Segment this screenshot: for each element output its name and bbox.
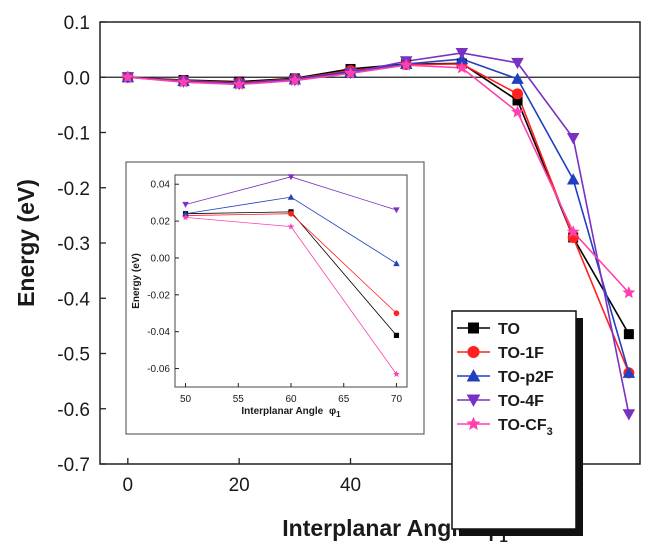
inset-y-tick-label: -0.04 xyxy=(147,327,170,338)
main-data-point-to-p2f xyxy=(566,173,580,185)
inset-x-axis-title: Interplanar Angle φ1 xyxy=(241,406,341,419)
legend-label: TO-1F xyxy=(498,345,544,362)
inset-data-point-to-cf3 xyxy=(393,370,400,377)
legend-label: TO-p2F xyxy=(498,369,554,386)
inset-data-point-to-4f xyxy=(182,201,189,208)
inset-y-tick-label: 0.00 xyxy=(151,253,171,264)
main-data-point-to xyxy=(512,95,523,106)
main-y-tick-label: -0.1 xyxy=(57,124,90,145)
main-y-tick-label: -0.2 xyxy=(57,179,90,200)
legend-marker-to-4f xyxy=(466,394,481,407)
legend-marker-to-p2f xyxy=(466,369,481,382)
inset-x-tick-label: 70 xyxy=(391,394,403,405)
legend-marker-to-1f xyxy=(467,345,480,359)
inset-x-tick-label: 60 xyxy=(285,394,297,405)
inset-background xyxy=(125,161,425,435)
main-data-point-to-cf xyxy=(566,225,580,238)
inset-data-point-to-p2f xyxy=(393,260,400,267)
main-y-axis-title: Energy (eV) xyxy=(13,179,39,307)
inset-data-point-to-cf3 xyxy=(182,213,189,221)
legend-label: TO xyxy=(498,321,520,338)
inset-y-tick-label: -0.06 xyxy=(147,364,170,375)
inset-data-point-to-4f xyxy=(287,174,295,181)
main-series-line-to-cf xyxy=(127,64,630,294)
inset-x-tick-label: 50 xyxy=(180,394,192,405)
legend: TO TO-1F TO-p2F TO-4F TO-CF3 xyxy=(457,321,554,438)
main-data-point-to-4f xyxy=(622,409,636,421)
main-y-tick-label: -0.3 xyxy=(57,234,90,255)
main-data-point-to-cf xyxy=(177,75,190,88)
main-y-tick-label: 0.1 xyxy=(64,13,90,34)
main-y-tick-label: -0.4 xyxy=(57,289,90,310)
main-data-point-to-p2f xyxy=(622,366,636,378)
main-data-point-to-4f xyxy=(511,57,524,70)
main-y-tick-label: -0.7 xyxy=(57,455,90,476)
inset-y-tick-label: 0.02 xyxy=(151,217,171,228)
inset-series-group xyxy=(182,174,400,377)
inset-x-axis-title-text: Interplanar Angle xyxy=(241,406,323,417)
main-data-point-to-4f xyxy=(566,133,580,145)
main-data-point-to-1f xyxy=(512,88,524,100)
main-data-point-to-4f xyxy=(455,47,469,60)
main-data-point-to-cf xyxy=(511,105,524,118)
main-x-axis-title-sub: 1 xyxy=(499,529,507,544)
inset-data-point-to-1f xyxy=(288,210,294,217)
inset-x-tick-label: 55 xyxy=(233,394,245,405)
inset-data-point-to-4f xyxy=(393,207,400,214)
main-data-point-to-cf xyxy=(344,66,357,79)
inset-y-tick-label: 0.04 xyxy=(151,180,171,191)
main-data-point-to-cf xyxy=(399,58,413,71)
main-x-tick-label: 0 xyxy=(123,475,134,496)
main-y-tick-label: 0.0 xyxy=(64,68,90,89)
inset-x-tick-label: 65 xyxy=(338,394,350,405)
legend-label: TO-4F xyxy=(498,393,544,410)
legend-label: TO-CF3 xyxy=(498,417,553,438)
main-data-point-to-cf xyxy=(121,70,135,83)
main-x-axis-title-text: Interplanar Angle xyxy=(282,515,470,541)
inset-data-point-to-p2f xyxy=(182,210,189,217)
legend-marker-to xyxy=(468,322,479,334)
main-y-tick-label: -0.6 xyxy=(57,400,90,421)
inset-y-axis-title: Energy (eV) xyxy=(131,253,142,309)
main-series-group xyxy=(121,47,636,421)
main-data-point-to-cf xyxy=(232,77,246,90)
main-data-point-to-cf xyxy=(622,285,636,299)
inset-data-point-to-1f xyxy=(393,310,400,317)
main-x-tick-label: 20 xyxy=(229,475,250,496)
main-x-tick-label: 40 xyxy=(340,475,361,496)
main-data-point-to-cf xyxy=(455,61,469,74)
main-y-tick-label: -0.5 xyxy=(57,345,90,366)
main-data-point-to-cf xyxy=(288,73,302,87)
inset-data-point-to-cf3 xyxy=(287,223,295,230)
legend-marker-to-cf xyxy=(466,416,481,431)
main-x-axis-title: Interplanar Angle φ1 xyxy=(282,515,507,544)
inset-x-axis-title-sub: 1 xyxy=(336,410,341,419)
inset-data-point-to xyxy=(393,332,400,338)
inset-axes: 50 55 60 65 70 0.04 0.02 0.00 -0.02 -0.04 -0.06 xyxy=(147,180,402,405)
inset-x-axis-title-symbol: φ xyxy=(329,406,336,417)
inset-data-point-to-p2f xyxy=(287,193,295,200)
inset-y-tick-label: -0.02 xyxy=(147,290,170,301)
main-data-point-to xyxy=(623,329,634,340)
main-data-point-to-p2f xyxy=(511,72,524,84)
